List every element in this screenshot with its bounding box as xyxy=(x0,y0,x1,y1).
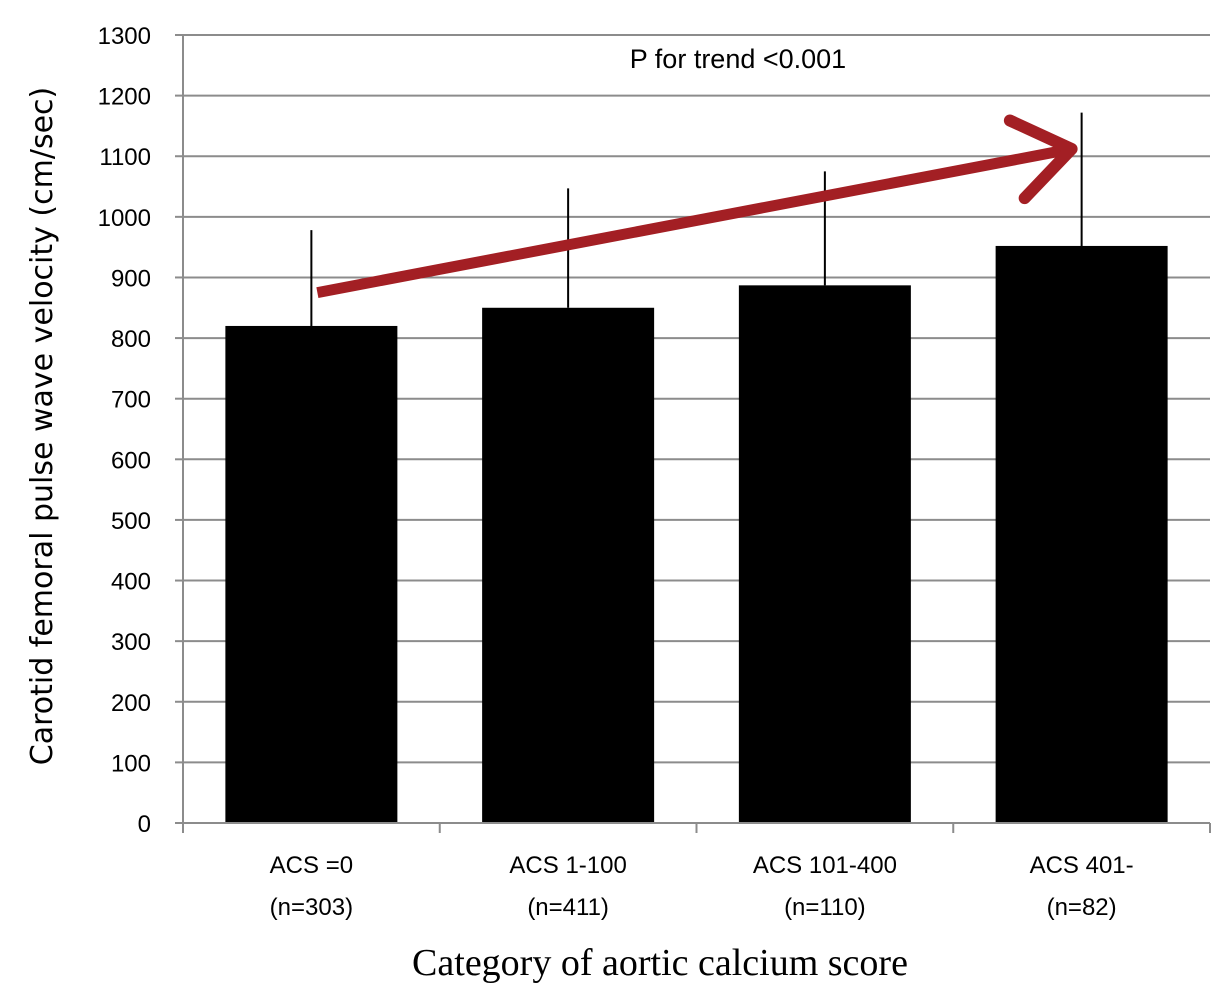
bars xyxy=(225,245,1168,824)
bar xyxy=(225,325,398,823)
y-tick-label: 1100 xyxy=(99,144,151,171)
x-tick-label: (n=82) xyxy=(1047,894,1117,921)
trend-arrow xyxy=(316,114,1078,299)
trend-arrow-head xyxy=(1003,114,1078,205)
x-tick-labels: ACS =0 (n=303) ACS 1-100 (n=411) ACS 101-400… xyxy=(270,852,1134,921)
bar xyxy=(995,245,1168,824)
trend-annotation: P for trend <0.001 xyxy=(630,44,846,74)
y-tick-label: 600 xyxy=(111,447,151,474)
bar xyxy=(738,285,911,823)
axes xyxy=(175,34,1211,833)
x-tick-label: ACS 401- xyxy=(1030,852,1134,879)
y-tick-label: 200 xyxy=(111,690,151,717)
y-tick-label: 900 xyxy=(111,265,151,292)
y-tick-label: 0 xyxy=(138,811,151,838)
x-axis-label: Category of aortic calcium score xyxy=(412,942,908,983)
y-tick-label: 100 xyxy=(111,750,151,777)
y-tick-label: 400 xyxy=(111,569,151,596)
y-tick-label: 300 xyxy=(111,629,151,656)
y-tick-label: 700 xyxy=(111,387,151,414)
trend-arrow-shaft xyxy=(316,143,1073,299)
y-axis-label: Carotid femoral pulse wave velocity (cm/… xyxy=(25,87,60,766)
y-tick-label: 1200 xyxy=(98,84,151,111)
x-tick-label: ACS 1-100 xyxy=(509,852,626,879)
y-tick-labels: 0 100 200 300 400 500 600 700 800 900 1000 1100 1200… xyxy=(98,23,151,838)
x-tick-label: (n=110) xyxy=(784,894,866,921)
x-tick-label: ACS =0 xyxy=(270,852,353,879)
y-tick-label: 800 xyxy=(111,326,151,353)
x-tick-label: ACS 101-400 xyxy=(753,852,897,879)
bar xyxy=(482,307,655,823)
y-tick-label: 1000 xyxy=(98,205,151,232)
x-tick-label: (n=303) xyxy=(270,894,353,921)
x-tick-label: (n=411) xyxy=(527,894,609,921)
y-tick-label: 1300 xyxy=(98,23,151,50)
y-tick-label: 500 xyxy=(111,508,151,535)
